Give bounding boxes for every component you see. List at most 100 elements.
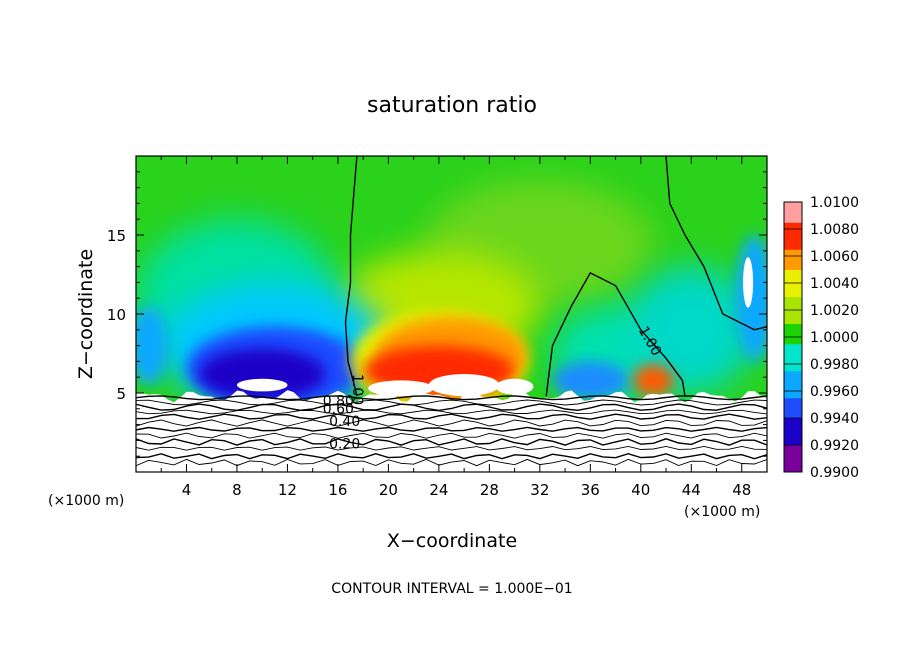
contour-lines: 1.001.000.800.600.400.20 [136,156,767,467]
y-tick-label: 10 [107,306,126,324]
x-tick-label: 20 [379,481,398,499]
colorbar-segment [784,310,802,318]
contour-line [136,419,767,427]
contour-line [136,452,767,460]
colorbar-segment [784,451,802,459]
x-tick-label: 28 [480,481,499,499]
colorbar-segment [784,391,802,399]
colorbar-label: 0.9940 [810,411,859,427]
colorbar-label: 1.0060 [810,249,859,265]
contour-label: 0.40 [329,414,360,430]
colorbar-segment [784,323,802,331]
colorbar-segment [784,458,802,466]
colorbar-segment [784,316,802,324]
colorbar-segment [784,431,802,439]
colorbar-segment [784,397,802,405]
colorbar-label: 1.0080 [810,222,859,238]
contour-line [136,399,767,406]
x-tick-label: 8 [232,481,242,499]
colorbar-segment [784,202,802,210]
contour-line [136,432,767,439]
colorbar-segment [784,411,802,419]
colorbar-segment [784,350,802,358]
colorbar-segment [784,343,802,351]
colorbar-segment [784,404,802,412]
x-tick-label: 32 [530,481,549,499]
colorbar-segment [784,418,802,426]
colorbar-segment [784,424,802,432]
chart-title: saturation ratio [367,93,537,118]
x-tick-label: 16 [328,481,347,499]
x-tick-label: 12 [278,481,297,499]
saturated-patch [236,378,288,392]
saturation-field [136,156,767,472]
x-axis-label: X−coordinate [387,530,517,552]
colorbar-segment [784,283,802,291]
colorbar-label: 1.0040 [810,276,859,292]
field-patch [136,306,168,386]
field-patch [633,364,674,397]
colorbar-label: 1.0020 [810,303,859,319]
saturated-patch [368,380,434,397]
contour-line [136,395,767,401]
colorbar-segment [784,465,802,473]
x-axis-ticks: 4 8 12 16 20 24 28 32 36 40 44 48 [160,156,751,499]
y-tick-label: 15 [107,227,126,245]
saturated-patch [428,374,500,397]
colorbar-segment [784,256,802,264]
colorbar-segment [784,357,802,365]
contour-line [136,445,767,451]
colorbar-label: 1.0100 [810,195,859,211]
colorbar-segment [784,215,802,223]
colorbar: 0.9900 0.9920 0.9940 0.9960 0.9980 1.0000 1.00… [783,195,859,481]
colorbar-segment [784,235,802,243]
colorbar-segment [784,384,802,392]
colorbar-segment [784,208,802,216]
colorbar-segment [784,269,802,277]
field-patch [735,235,767,362]
colorbar-label: 0.9920 [810,438,859,454]
contour-label: 1.00 [349,374,365,405]
colorbar-segment [784,337,802,345]
contour-line [136,438,767,446]
contour-line [545,271,686,397]
contour-line [136,458,767,467]
colorbar-segment [784,303,802,311]
contour-line [136,413,767,420]
field-patch [199,348,326,400]
colorbar-segment [784,377,802,385]
contour-line [136,426,767,432]
contour-label: 0.80 [323,394,354,410]
x-tick-label: 44 [682,481,701,499]
y-axis-ticks: 5 10 15 [107,171,767,457]
contour-line [136,403,767,412]
colorbar-segment [784,262,802,270]
saturated-patch [743,257,754,308]
colorbar-segment [784,249,802,257]
colorbar-segment [784,364,802,372]
contour-label: 0.20 [329,436,360,452]
colorbar-segment [784,445,802,453]
colorbar-segment [784,289,802,297]
contour-label: 0.60 [323,402,354,418]
x-unit-left: (×1000 m) [48,493,124,509]
y-tick-label: 5 [116,385,126,403]
saturated-patch [495,378,534,395]
field-patch [552,361,629,400]
colorbar-segment [784,222,802,230]
x-tick-label: 36 [581,481,600,499]
colorbar-segment [784,370,802,378]
colorbar-segment [784,296,802,304]
colorbar-segment [784,438,802,446]
colorbar-label: 1.0000 [810,330,859,346]
colorbar-segment [784,276,802,284]
x-tick-label: 4 [182,481,192,499]
colorbar-label: 0.9900 [810,465,859,481]
contour-line [665,156,767,331]
colorbar-segment [784,242,802,250]
y-axis-label: Z−coordinate [75,249,97,379]
field-patch [628,266,755,393]
x-tick-label: 48 [732,481,751,499]
colorbar-segment [784,330,802,338]
